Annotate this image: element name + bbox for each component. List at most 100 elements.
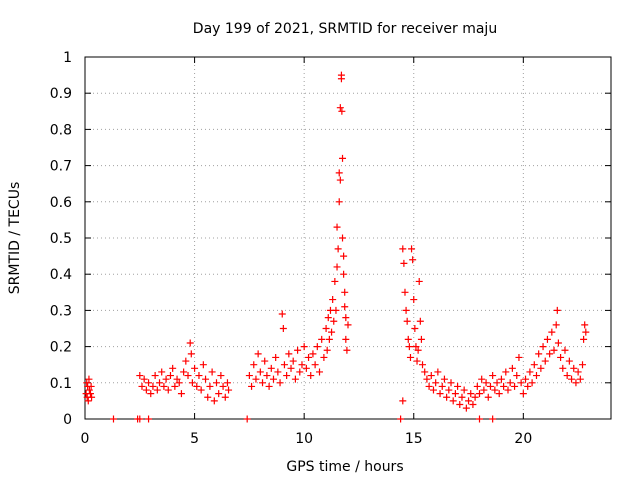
data-point bbox=[581, 321, 589, 329]
data-point bbox=[184, 372, 192, 380]
data-point bbox=[489, 372, 497, 380]
data-point bbox=[151, 372, 159, 380]
data-point bbox=[408, 245, 416, 253]
data-point bbox=[191, 364, 199, 372]
data-point bbox=[539, 343, 547, 351]
data-point bbox=[553, 306, 561, 314]
y-axis-label: SRMTID / TECUs bbox=[7, 182, 23, 295]
data-point bbox=[410, 296, 418, 304]
data-point bbox=[166, 372, 174, 380]
data-point bbox=[291, 375, 299, 383]
data-point bbox=[440, 375, 448, 383]
y-tick-label: 0.8 bbox=[50, 122, 72, 138]
data-point bbox=[486, 382, 494, 390]
data-point bbox=[88, 393, 96, 401]
data-points bbox=[82, 71, 590, 423]
data-point bbox=[86, 390, 94, 398]
data-point bbox=[140, 375, 148, 383]
data-point bbox=[175, 379, 183, 387]
data-point bbox=[561, 346, 569, 354]
data-point bbox=[411, 325, 419, 332]
data-point bbox=[500, 382, 508, 390]
x-tick-label: 10 bbox=[295, 431, 313, 447]
data-point bbox=[438, 382, 446, 390]
data-point bbox=[213, 379, 220, 387]
y-tick-label: 0.7 bbox=[50, 159, 72, 175]
data-point bbox=[311, 361, 319, 369]
data-point bbox=[254, 350, 262, 358]
y-tick-label: 0.1 bbox=[50, 376, 72, 392]
data-point bbox=[409, 256, 417, 264]
data-point bbox=[331, 277, 339, 285]
data-point bbox=[497, 375, 505, 383]
y-tick-labels: 0 0.1 0.2 0.3 0.4 0.5 0.6 0.7 0.8 0.9 1 bbox=[50, 50, 72, 428]
data-point bbox=[171, 382, 179, 390]
data-point bbox=[476, 415, 483, 423]
y-tick-label: 0 bbox=[63, 412, 72, 428]
y-tick-label: 1 bbox=[63, 50, 72, 66]
data-point bbox=[522, 375, 530, 383]
data-point bbox=[400, 259, 408, 267]
data-point bbox=[263, 372, 271, 380]
data-point bbox=[572, 379, 580, 387]
data-point bbox=[197, 386, 205, 394]
data-point bbox=[313, 343, 321, 351]
data-point bbox=[399, 245, 407, 253]
data-point bbox=[153, 386, 161, 394]
data-point bbox=[532, 372, 540, 380]
data-point bbox=[460, 386, 468, 394]
data-point bbox=[550, 346, 558, 354]
data-point bbox=[199, 361, 207, 369]
data-point bbox=[467, 390, 475, 398]
data-point bbox=[414, 346, 422, 354]
data-point bbox=[136, 372, 144, 380]
data-point bbox=[206, 382, 214, 390]
data-point bbox=[245, 372, 253, 380]
data-point bbox=[412, 343, 420, 351]
data-point bbox=[265, 382, 273, 390]
data-point bbox=[309, 350, 317, 358]
data-point bbox=[339, 154, 347, 162]
chart-title: Day 199 of 2021, SRMTID for receiver maj… bbox=[193, 21, 497, 37]
data-point bbox=[432, 379, 440, 387]
data-point bbox=[399, 397, 407, 405]
grid-lines bbox=[85, 57, 611, 419]
data-point bbox=[342, 335, 350, 343]
data-point bbox=[204, 393, 212, 401]
data-point bbox=[138, 382, 146, 390]
data-point bbox=[541, 357, 549, 365]
data-point bbox=[451, 390, 459, 398]
x-tick-label: 0 bbox=[81, 431, 90, 447]
data-point bbox=[563, 372, 571, 380]
data-point bbox=[335, 198, 343, 206]
data-point bbox=[570, 364, 578, 372]
data-point bbox=[582, 328, 590, 336]
data-point bbox=[280, 361, 288, 369]
data-point bbox=[180, 368, 188, 376]
data-point bbox=[341, 303, 349, 311]
data-point bbox=[283, 372, 291, 380]
data-point bbox=[320, 353, 328, 361]
data-point bbox=[285, 350, 293, 358]
data-point bbox=[535, 350, 543, 358]
data-point bbox=[552, 321, 560, 329]
data-point bbox=[333, 263, 341, 271]
data-point bbox=[186, 339, 194, 347]
data-point bbox=[287, 364, 295, 372]
data-point bbox=[324, 314, 332, 322]
data-point bbox=[274, 368, 282, 376]
data-point bbox=[187, 350, 195, 358]
data-point bbox=[343, 346, 351, 354]
data-point bbox=[278, 310, 286, 318]
data-point bbox=[160, 382, 168, 390]
data-point bbox=[272, 353, 280, 361]
data-point bbox=[417, 335, 425, 343]
data-point bbox=[210, 397, 218, 405]
x-tick-label: 15 bbox=[405, 431, 423, 447]
data-point bbox=[316, 368, 324, 376]
data-point bbox=[458, 393, 466, 401]
data-point bbox=[543, 335, 551, 343]
data-point bbox=[445, 386, 453, 394]
data-point bbox=[504, 386, 512, 394]
data-point bbox=[195, 372, 203, 380]
